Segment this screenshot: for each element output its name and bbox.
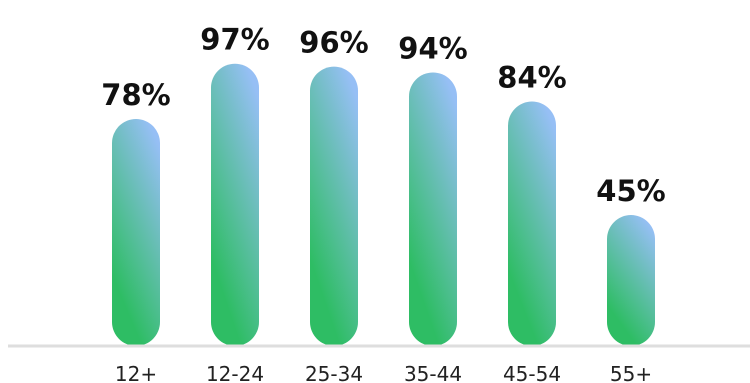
data-label: 45% <box>596 174 665 208</box>
x-tick-label: 35-44 <box>404 362 462 383</box>
bars-group <box>112 63 655 347</box>
x-tick-label: 45-54 <box>503 362 561 383</box>
bar-35-44 <box>409 72 457 347</box>
x-tick-label: 12-24 <box>206 362 264 383</box>
data-label: 97% <box>200 23 269 57</box>
x-axis-tick-labels: 12+ 12-24 25-34 35-44 45-54 55+ <box>115 362 652 383</box>
bar-12+ <box>112 119 160 347</box>
bar-25-34 <box>310 66 358 346</box>
bar-45-54 <box>508 101 556 346</box>
bar-55+ <box>607 215 655 346</box>
data-label: 78% <box>101 78 170 112</box>
x-tick-label: 25-34 <box>305 362 363 383</box>
data-label: 94% <box>398 31 467 65</box>
x-tick-label: 12+ <box>115 362 157 383</box>
data-label: 84% <box>497 61 566 95</box>
value-labels-group: 78% 97% 96% 94% 84% 45% <box>101 23 665 208</box>
data-label: 96% <box>299 26 368 60</box>
bar-12-24 <box>211 63 259 346</box>
x-tick-label: 55+ <box>610 362 652 383</box>
